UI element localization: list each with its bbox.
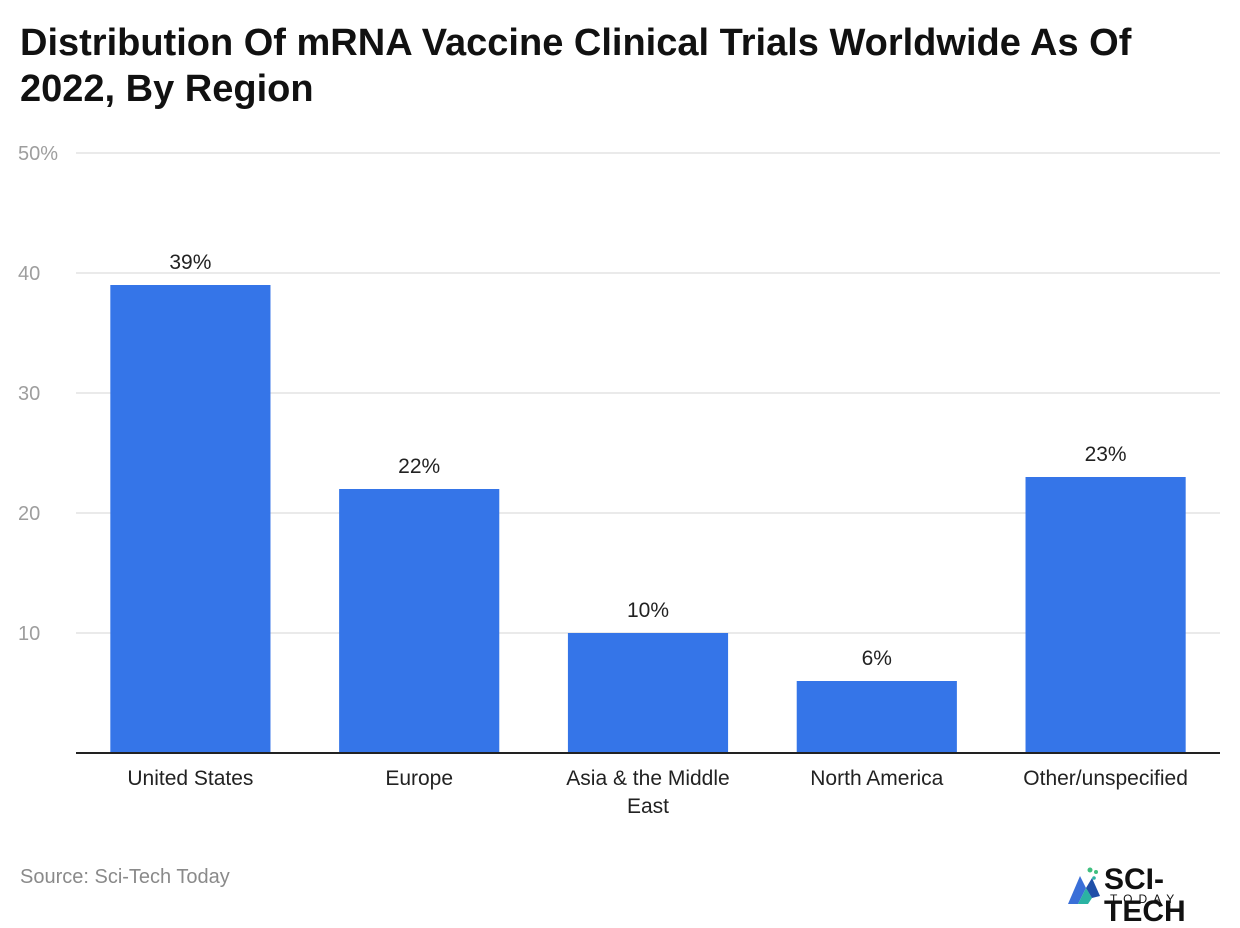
x-axis-ticks: United States Europe Asia & the Middle East… — [127, 767, 1188, 818]
y-tick-label: 20 — [18, 503, 40, 525]
bar — [339, 489, 500, 753]
bars — [110, 285, 1186, 753]
y-tick-label: 30 — [18, 383, 40, 405]
data-label: 39% — [169, 251, 211, 274]
data-label: 6% — [862, 647, 892, 670]
bar — [796, 681, 957, 753]
data-label: 10% — [627, 599, 669, 622]
x-tick-label: Europe — [385, 767, 453, 790]
chart-title: Distribution Of mRNA Vaccine Clinical Tr… — [20, 22, 1132, 110]
data-labels: 39% 22% 10% 6% 23% — [169, 251, 1126, 670]
x-tick-label: North America — [810, 767, 943, 790]
y-tick-label: 10 — [18, 623, 40, 645]
y-axis-ticks: 10 20 30 40 50% — [18, 143, 58, 645]
source-note: Source: Sci-Tech Today — [20, 866, 230, 888]
bar — [1025, 477, 1186, 753]
bar — [567, 633, 729, 753]
brand-logo: SCI-TECH TODAY — [1066, 862, 1240, 928]
x-tick-label: Asia & the Middle East — [566, 767, 729, 818]
bar — [110, 285, 271, 753]
data-label: 22% — [398, 455, 440, 478]
logo-subtext: TODAY — [1110, 892, 1181, 906]
x-tick-label: United States — [127, 767, 253, 790]
y-tick-label: 50% — [18, 143, 58, 165]
data-label: 23% — [1085, 443, 1127, 466]
x-tick-label: Other/unspecified — [1023, 767, 1188, 790]
logo-mark-icon — [1068, 867, 1100, 904]
bar-chart: 10 20 30 40 50% 39% 22% 10% 6% 23% United States… — [18, 143, 1220, 818]
y-tick-label: 40 — [18, 263, 40, 285]
